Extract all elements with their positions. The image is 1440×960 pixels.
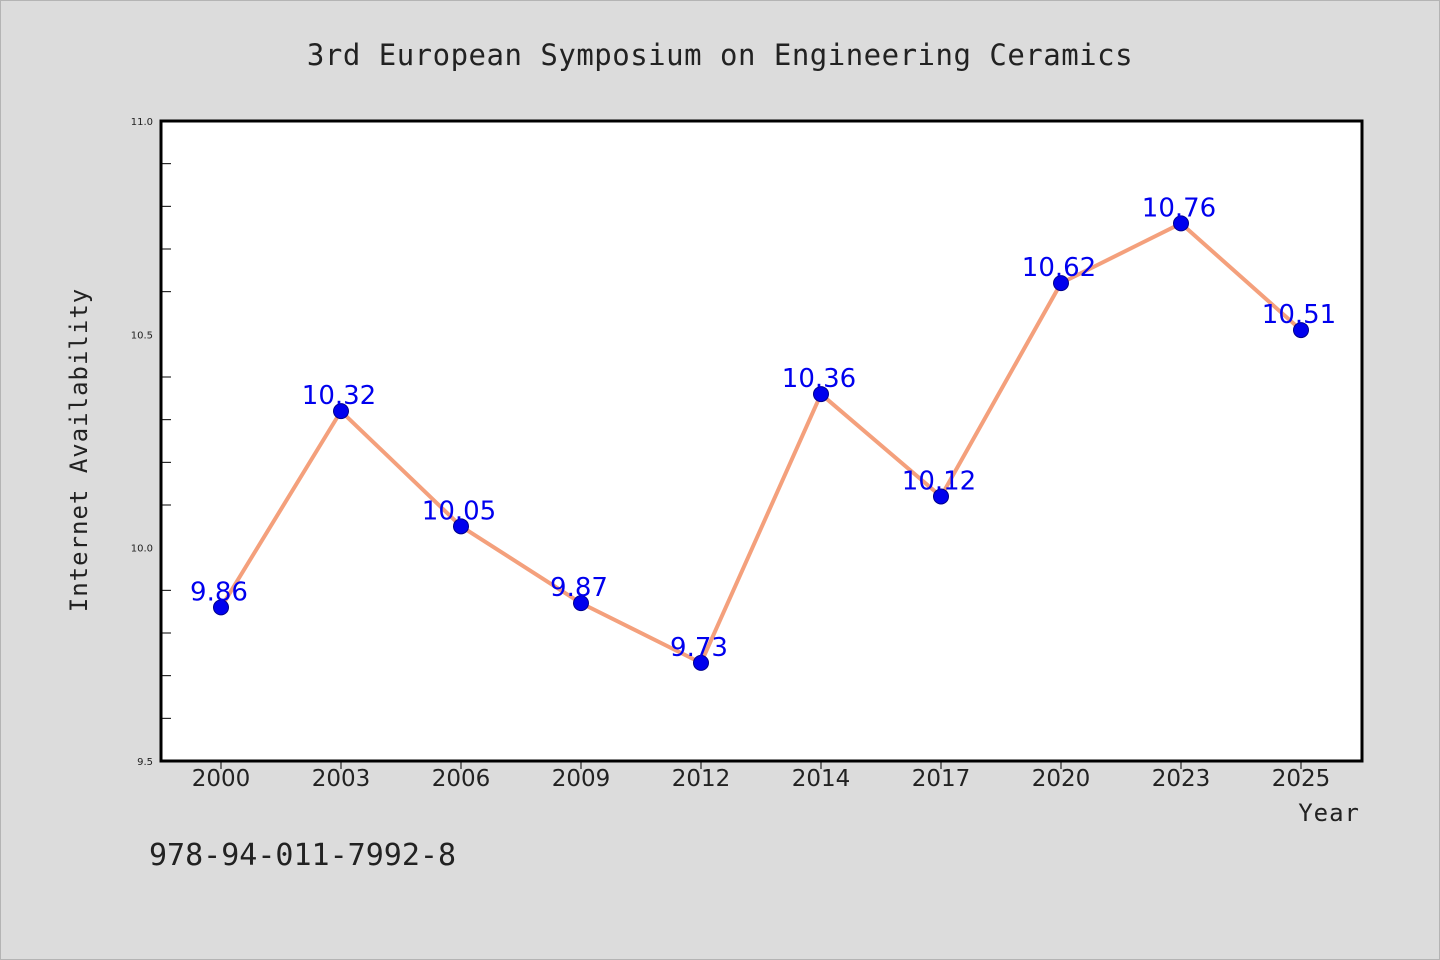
- series-layer: [213, 215, 1309, 671]
- x-tick-label: 2014: [792, 766, 851, 792]
- data-label: 10.36: [782, 364, 856, 394]
- data-point: [573, 595, 589, 612]
- data-label: 10.32: [302, 381, 376, 411]
- y-tick-label: 10.0: [131, 544, 153, 555]
- data-point: [693, 654, 709, 671]
- chart-title: 3rd European Symposium on Engineering Ce…: [307, 38, 1133, 72]
- x-tick-label: 2020: [1032, 766, 1091, 792]
- x-axis-ticks: 2000 2003 2006 2009 2012 2014 2017 2020 2023 2025: [192, 761, 1331, 792]
- data-point: [213, 599, 229, 616]
- data-label: 9.73: [670, 633, 728, 663]
- data-label: 10.62: [1022, 253, 1096, 283]
- y-axis-label: Internet Availability: [65, 288, 93, 612]
- data-label: 10.12: [902, 466, 976, 496]
- data-point: [1293, 322, 1309, 339]
- data-point: [813, 386, 829, 403]
- data-point: [1053, 275, 1069, 292]
- data-point: [1173, 215, 1189, 232]
- y-tick-label: 10.5: [131, 330, 153, 341]
- y-tick-label: 11.0: [131, 117, 153, 128]
- x-tick-label: 2017: [912, 766, 971, 792]
- data-label: 9.87: [550, 573, 608, 603]
- data-labels: 9.86 10.32 10.05 9.87 9.73 10.36 10.12 10.62 10.…: [190, 193, 1336, 662]
- x-tick-label: 2003: [312, 766, 371, 792]
- x-tick-label: 2000: [192, 766, 251, 792]
- series-line: [219, 221, 1303, 665]
- isbn-footer-text: 978-94-011-7992-8: [149, 838, 456, 873]
- y-axis-ticks: 9.5 10.0 10.5 11.0: [131, 117, 171, 768]
- x-tick-label: 2012: [672, 766, 731, 792]
- data-point: [453, 518, 469, 535]
- x-tick-label: 2006: [432, 766, 491, 792]
- data-label: 9.86: [190, 577, 248, 607]
- x-tick-label: 2009: [552, 766, 611, 792]
- data-label: 10.51: [1262, 300, 1336, 330]
- x-tick-label: 2025: [1272, 766, 1331, 792]
- x-tick-label: 2023: [1152, 766, 1211, 792]
- y-tick-label: 9.5: [137, 757, 153, 768]
- plot-area: [159, 119, 1364, 763]
- data-label: 10.05: [422, 496, 496, 526]
- data-label: 10.76: [1142, 193, 1216, 223]
- data-point: [333, 403, 349, 420]
- x-axis-label: Year: [1298, 799, 1360, 827]
- data-point: [933, 488, 949, 505]
